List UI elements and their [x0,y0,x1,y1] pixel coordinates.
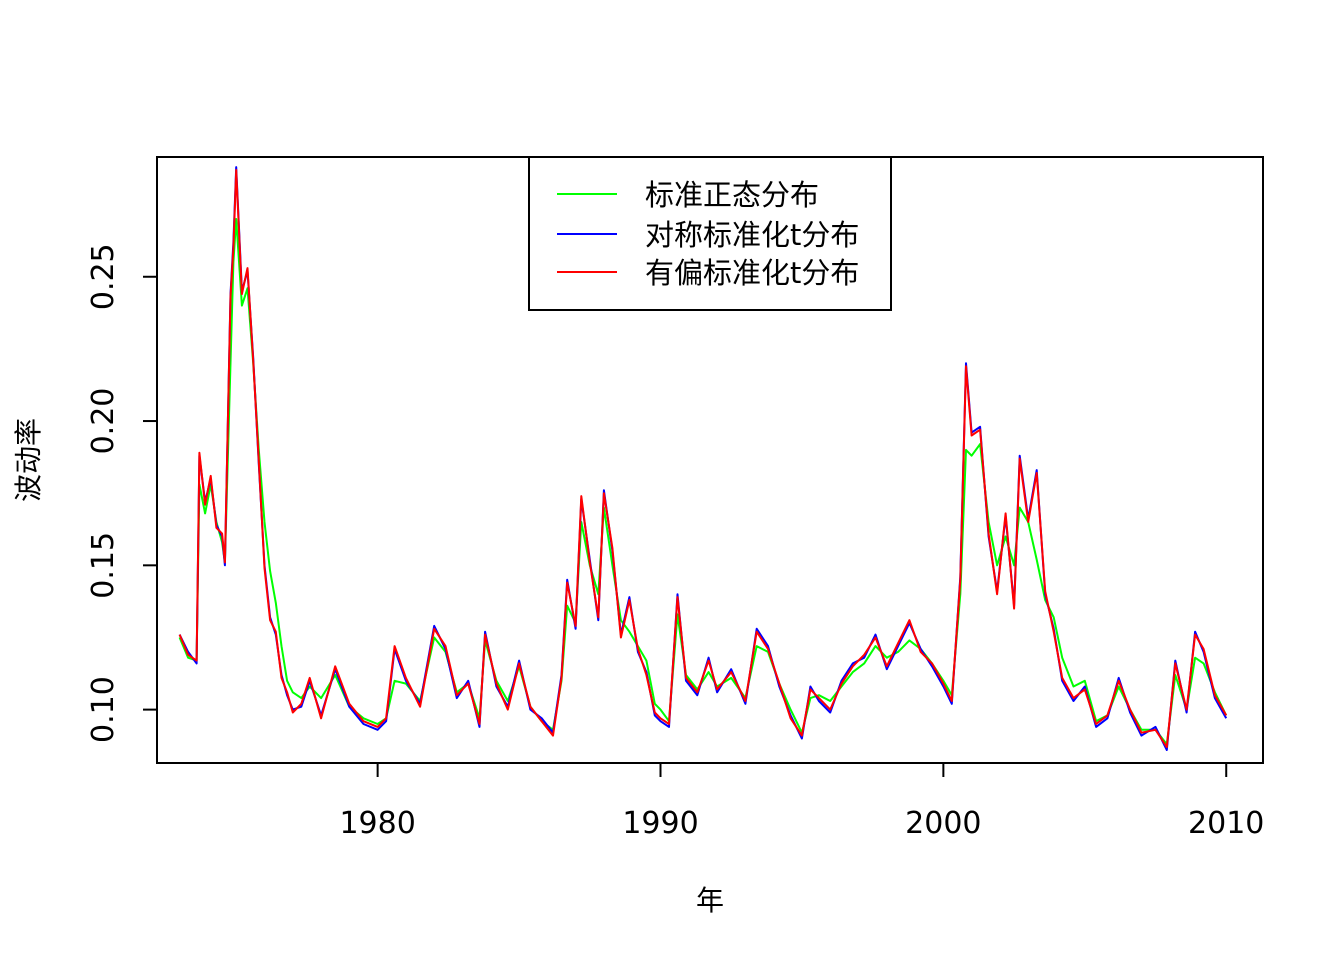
legend-label-symmetric-t: 对称标准化t分布 [645,218,859,252]
y-tick-label: 0.15 [86,532,121,599]
y-tick-label: 0.20 [86,388,121,455]
y-tick-label: 0.25 [86,243,121,310]
x-axis-title: 年 [696,884,724,917]
legend-label-normal: 标准正态分布 [645,178,819,212]
x-tick-label: 1980 [339,806,415,841]
x-axis: 1980 1990 2000 2010 [339,763,1264,841]
y-tick-label: 0.10 [86,676,121,743]
legend-label-skewed-t: 有偏标准化t分布 [645,256,859,290]
legend: 标准正态分布 对称标准化t分布 有偏标准化t分布 [528,156,892,311]
x-tick-label: 2010 [1188,806,1264,841]
series-line-2 [178,169,1228,749]
x-tick-label: 2000 [905,806,981,841]
x-tick-label: 1990 [622,806,698,841]
series-layer [178,166,1228,751]
y-axis-title: 波动率 [12,418,45,502]
y-axis: 0.10 0.15 0.20 0.25 [86,243,157,743]
